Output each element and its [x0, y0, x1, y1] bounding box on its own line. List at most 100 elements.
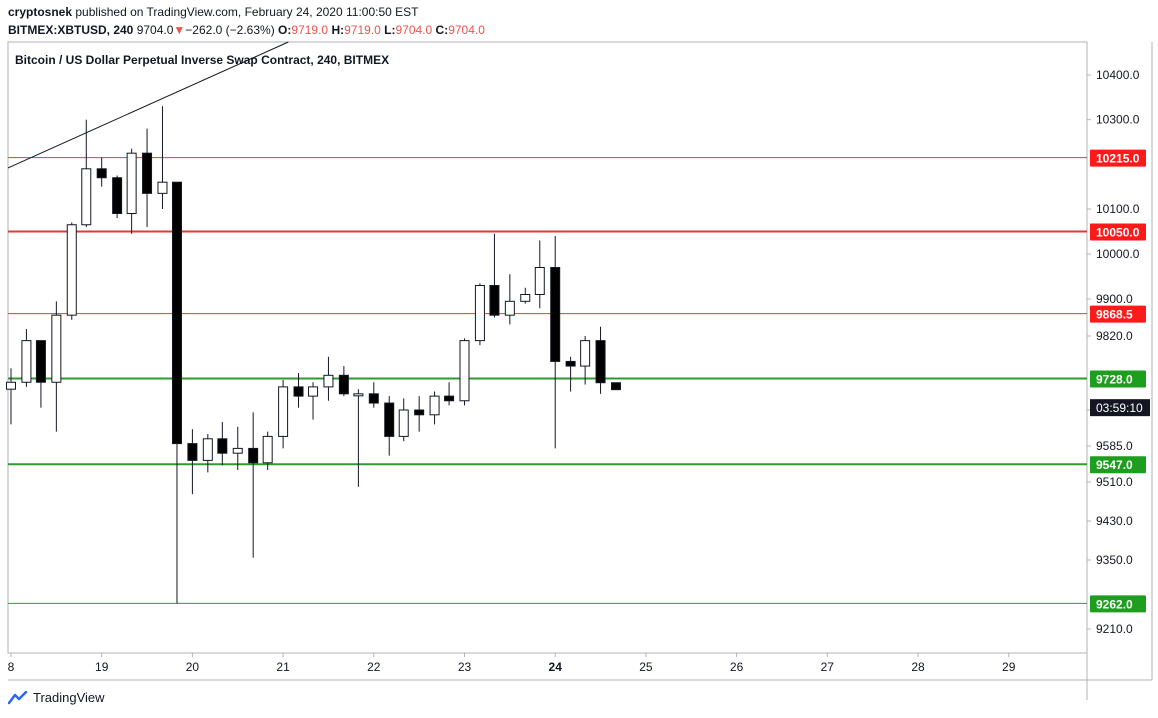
level-price-label: 9728.0: [1096, 373, 1133, 387]
level-price-tag: [1090, 223, 1146, 241]
x-tick-label: 26: [730, 660, 744, 674]
tradingview-brand: TradingView: [33, 690, 105, 705]
level-price-label: 9262.0: [1096, 597, 1133, 611]
y-tick-label: 10400.0: [1096, 68, 1140, 82]
x-tick-label: 27: [821, 660, 835, 674]
change-arrow-icon: ▼: [173, 23, 186, 37]
candle-body: [112, 177, 123, 215]
candle-body: [444, 395, 455, 402]
candle-body: [142, 152, 153, 194]
level-price-tag: [1090, 370, 1146, 388]
level-price-label: 10050.0: [1096, 226, 1140, 240]
y-tick-label: 10100.0: [1096, 202, 1140, 216]
candle-body: [187, 443, 198, 461]
candle-body: [384, 402, 395, 437]
publisher-name[interactable]: cryptosnek: [8, 5, 73, 19]
level-price-label: 10215.0: [1096, 152, 1140, 166]
x-tick-label: 21: [276, 660, 290, 674]
candle-body: [414, 409, 425, 416]
candle-body: [459, 340, 470, 402]
candle-body: [565, 360, 576, 367]
x-tick-label: 29: [1002, 660, 1016, 674]
y-tick-label: 9510.0: [1096, 475, 1133, 489]
y-tick-label: 9585.0: [1096, 439, 1133, 453]
close-label: C:: [435, 23, 449, 37]
y-tick-label: 9210.0: [1096, 622, 1133, 636]
candle-body: [262, 435, 273, 464]
level-price-tag: [1090, 149, 1146, 167]
candle-body: [580, 340, 591, 367]
candle-body: [6, 381, 16, 390]
tradingview-logo-icon: [8, 690, 28, 704]
candle-body: [126, 152, 137, 215]
chart-title: Bitcoin / US Dollar Perpetual Inverse Sw…: [15, 53, 390, 67]
level-price-tag: [1090, 456, 1146, 474]
candle-body: [550, 267, 561, 362]
candle-body: [171, 181, 182, 445]
candle-body: [278, 386, 289, 437]
level-price-label: 9547.0: [1096, 458, 1133, 472]
level-price-label: 9868.5: [1096, 308, 1133, 322]
ohlc-line: BITMEX:XBTUSD, 240 9704.0▼−262.0 (−2.63%…: [8, 23, 485, 37]
last-price: 9704.0: [136, 23, 174, 37]
candle-body: [202, 438, 213, 461]
high-label: H:: [331, 23, 345, 37]
close-value: 9704.0: [448, 23, 485, 37]
countdown-label: 03:59:10: [1096, 401, 1143, 415]
candle-body: [489, 285, 500, 316]
candle-body: [323, 374, 334, 388]
candle-body: [81, 168, 92, 226]
countdown-tag: [1090, 399, 1150, 417]
candle-body: [534, 267, 545, 295]
candle-body: [35, 340, 46, 383]
candle-body: [66, 224, 77, 316]
x-tick-label: 24: [549, 660, 563, 674]
x-tick-label: 20: [186, 660, 200, 674]
low-value: 9704.0: [395, 23, 433, 37]
symbol-interval: BITMEX:XBTUSD, 240: [8, 23, 134, 37]
y-tick-label: 9350.0: [1096, 553, 1133, 567]
x-tick-label: 8: [8, 660, 15, 674]
y-tick-label: 9820.0: [1096, 329, 1133, 343]
candle-body: [338, 374, 349, 395]
candle-body: [520, 294, 531, 302]
publish-line: cryptosnek published on TradingView.com,…: [8, 5, 418, 19]
candle-body: [595, 340, 606, 384]
trend-line: [7, 41, 289, 169]
candle-body: [232, 447, 243, 454]
candle-body: [21, 340, 32, 383]
low-label: L:: [384, 23, 396, 37]
tradingview-footer[interactable]: TradingView: [8, 690, 105, 705]
candle-body: [429, 395, 440, 416]
level-price-tag: [1090, 305, 1146, 323]
candle-body: [474, 285, 485, 342]
candle-body: [353, 393, 364, 397]
candle-body: [51, 314, 62, 383]
candle-body: [217, 438, 228, 454]
candle-body: [157, 181, 168, 194]
candle-body: [368, 393, 379, 404]
candle-body: [248, 447, 259, 464]
candle-body: [308, 386, 319, 397]
price-change: −262.0 (−2.63%): [185, 23, 275, 37]
candle-body: [504, 300, 515, 316]
published-text: published on TradingView.com, February 2…: [75, 5, 419, 19]
y-tick-label: 9900.0: [1096, 292, 1133, 306]
x-tick-label: 22: [367, 660, 381, 674]
x-tick-label: 25: [639, 660, 653, 674]
x-tick-label: 19: [95, 660, 109, 674]
y-tick-label: 10000.0: [1096, 247, 1140, 261]
y-tick-label: 10300.0: [1096, 113, 1140, 127]
x-tick-label: 23: [458, 660, 472, 674]
high-value: 9719.0: [344, 23, 381, 37]
level-price-tag: [1090, 595, 1146, 613]
candle-body: [293, 386, 304, 397]
y-tick-label: 9430.0: [1096, 514, 1133, 528]
candle-body: [96, 168, 107, 179]
candle-body: [398, 409, 409, 437]
candle-body: [610, 382, 621, 391]
x-tick-label: 28: [911, 660, 925, 674]
open-label: O:: [278, 23, 292, 37]
open-value: 9719.0: [291, 23, 329, 37]
